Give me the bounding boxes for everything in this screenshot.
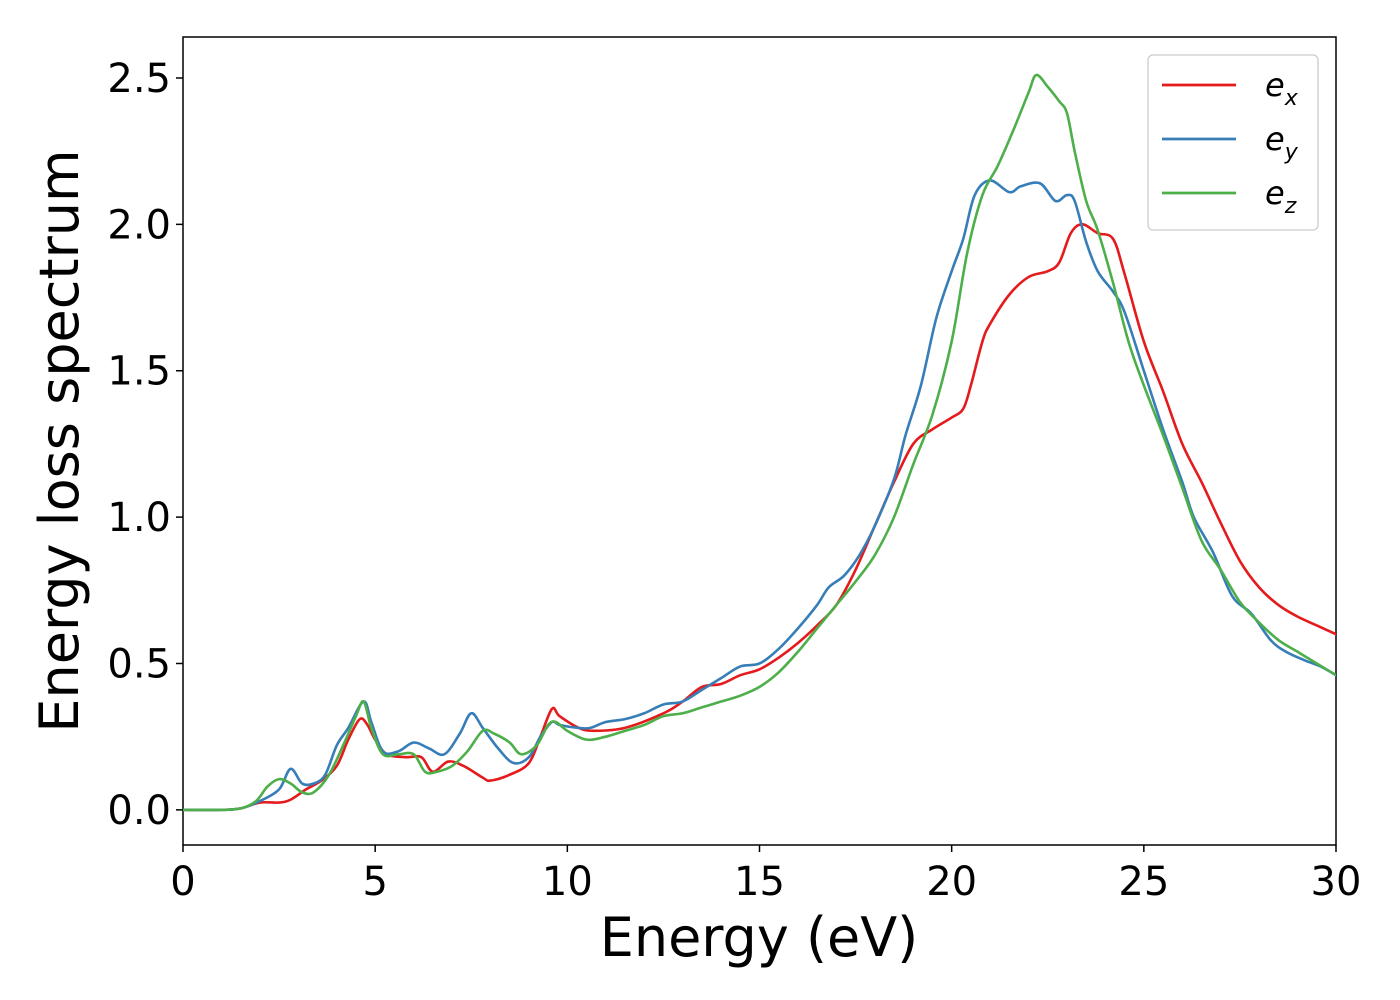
- x-tick-label: 20: [926, 859, 977, 905]
- legend-box: [1147, 54, 1319, 231]
- legend: ex ey ez: [1147, 54, 1319, 231]
- x-tick-label: 30: [1311, 859, 1362, 905]
- x-tick-label: 0: [170, 859, 195, 905]
- series-line-z: [183, 73, 1336, 812]
- x-tick-label: 10: [542, 859, 593, 905]
- y-tick-label: 2.0: [107, 202, 171, 248]
- series-line-x: [183, 223, 1336, 812]
- y-axis-ticks: 0.0 0.5 1.0 1.5 2.0 2.5: [107, 56, 183, 834]
- y-tick-label: 0.5: [107, 641, 171, 687]
- x-axis-ticks: 0 5 10 15 20 25 30: [170, 845, 1361, 905]
- x-tick-label: 15: [734, 859, 785, 905]
- x-tick-label: 5: [362, 859, 387, 905]
- y-tick-label: 1.0: [107, 495, 171, 541]
- series-layer: [183, 73, 1336, 812]
- x-tick-label: 25: [1118, 859, 1169, 905]
- legend-label-y: ey: [1265, 120, 1299, 165]
- y-tick-label: 0.0: [107, 788, 171, 834]
- series-line-y: [183, 179, 1336, 812]
- x-axis-label: Energy (eV): [600, 906, 919, 969]
- y-tick-label: 2.5: [107, 56, 171, 102]
- legend-label-x: ex: [1265, 66, 1299, 111]
- legend-label-z: ez: [1265, 174, 1297, 219]
- y-tick-label: 1.5: [107, 349, 171, 395]
- y-axis-label: Energy loss spectrum: [28, 149, 91, 732]
